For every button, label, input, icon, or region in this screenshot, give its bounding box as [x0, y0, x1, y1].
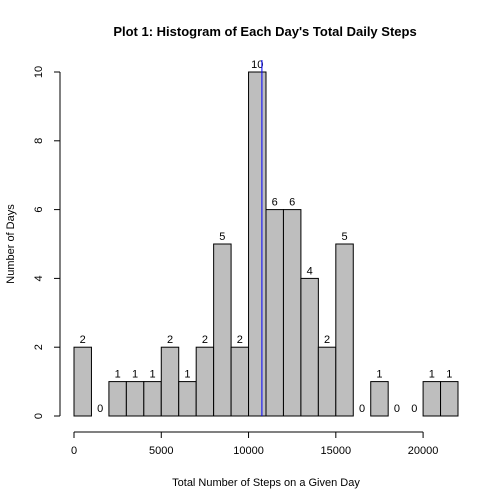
x-tick-label: 10000: [233, 445, 264, 457]
x-tick-label: 0: [71, 445, 77, 457]
bar-count-label: 0: [97, 403, 103, 415]
y-tick-label: 8: [33, 138, 45, 144]
bar-count-label: 4: [307, 265, 313, 277]
bar-count-label: 1: [376, 369, 382, 381]
bar-count-label: 1: [184, 369, 190, 381]
bar-count-label: 6: [272, 197, 278, 209]
bar-count-label: 0: [394, 403, 400, 415]
bar-count-label: 1: [132, 369, 138, 381]
bar-count-label: 1: [115, 369, 121, 381]
histogram-bar: [160, 346, 180, 417]
histogram-bar: [300, 277, 319, 417]
bar-count-label: 0: [411, 403, 417, 415]
histogram-bar: [440, 381, 459, 417]
x-tick-label: 20000: [408, 445, 439, 457]
histogram-bar: [265, 209, 284, 417]
bar-count-label: 1: [446, 369, 452, 381]
bar-count-label: 10: [251, 59, 263, 71]
y-tick-label: 6: [33, 207, 45, 213]
histogram-bar: [248, 71, 267, 417]
bar-count-label: 2: [80, 334, 86, 346]
bar-count-label: 0: [359, 403, 365, 415]
histogram-bar: [108, 381, 127, 417]
histogram-bar: [213, 243, 232, 417]
histogram-bar: [125, 381, 145, 417]
bars-group: [73, 71, 459, 417]
y-axis-label: Number of Days: [5, 204, 17, 284]
x-axis: 0 5000 10000 15000 20000: [71, 431, 439, 457]
bar-count-label: 1: [429, 369, 435, 381]
y-axis: 0 2 4 6 8 10: [33, 66, 61, 419]
bar-count-label: 2: [324, 334, 330, 346]
x-axis-label: Total Number of Steps on a Given Day: [172, 477, 360, 489]
histogram-bar: [317, 346, 337, 417]
histogram-bar: [178, 381, 197, 417]
bar-count-label: 5: [219, 231, 225, 243]
x-tick-label: 5000: [149, 445, 173, 457]
bar-count-label: 5: [341, 231, 347, 243]
histogram-bar: [195, 346, 215, 417]
chart-title: Plot 1: Histogram of Each Day's Total Da…: [113, 24, 416, 39]
y-tick-label: 4: [33, 275, 45, 281]
y-tick-label: 0: [33, 413, 45, 419]
y-tick-label: 10: [33, 66, 45, 78]
bar-count-label: 2: [202, 334, 208, 346]
histogram-bar: [143, 381, 162, 417]
histogram-bar: [73, 346, 92, 417]
histogram-bar: [282, 209, 302, 417]
histogram-bar: [335, 243, 354, 417]
x-tick-label: 15000: [321, 445, 352, 457]
histogram-bar: [422, 381, 442, 417]
bar-count-label: 2: [167, 334, 173, 346]
bar-count-label: 6: [289, 197, 295, 209]
bar-count-label: 1: [149, 369, 155, 381]
histogram-bar: [230, 346, 250, 417]
y-tick-label: 2: [33, 344, 45, 350]
histogram-bar: [370, 381, 389, 417]
bar-count-label: 2: [237, 334, 243, 346]
